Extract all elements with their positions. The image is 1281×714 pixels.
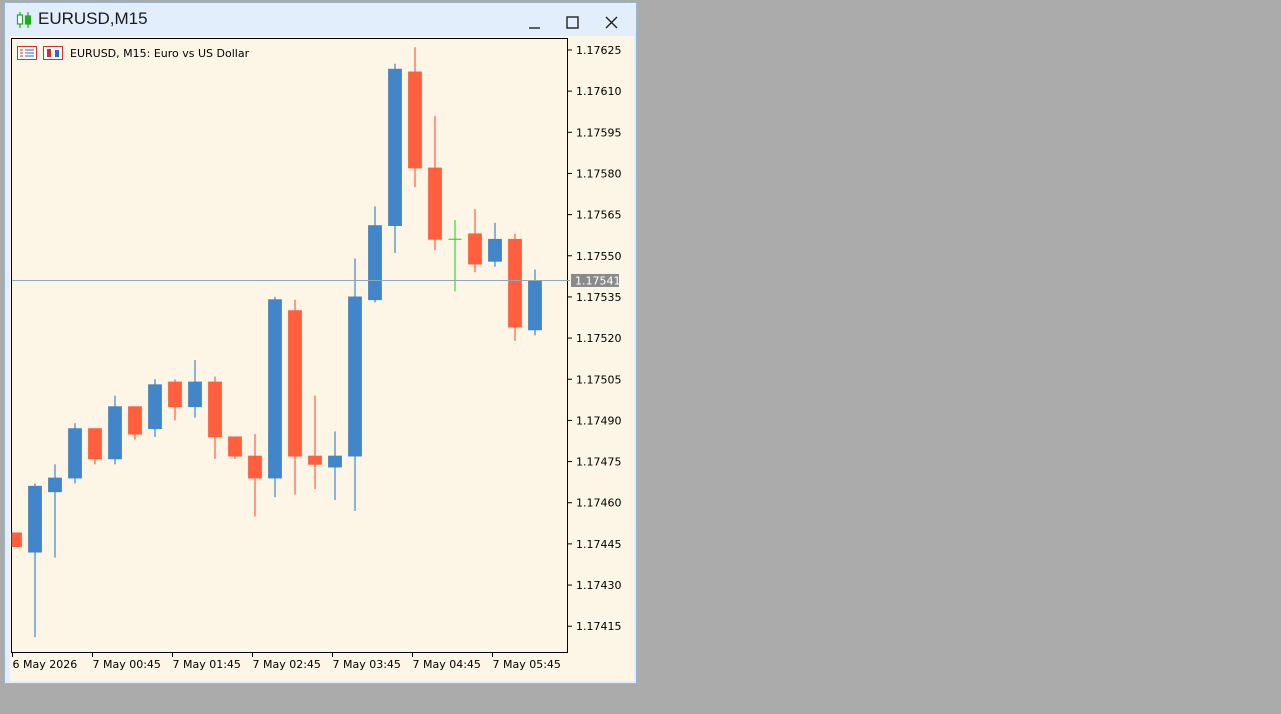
y-tick-label: 1.17535 xyxy=(576,291,622,304)
candle xyxy=(228,436,242,459)
candle xyxy=(48,464,62,558)
candlestick-icon xyxy=(16,12,32,28)
candle-body xyxy=(368,225,382,301)
candle-body xyxy=(268,299,282,479)
y-tick-label: 1.17445 xyxy=(576,538,622,551)
candle xyxy=(128,406,142,440)
y-tick-label: 1.17565 xyxy=(576,209,622,222)
candle xyxy=(348,258,362,511)
candle-body xyxy=(168,381,182,408)
candle-body xyxy=(328,455,342,468)
candle xyxy=(448,220,462,292)
candle-body xyxy=(388,68,402,226)
candle xyxy=(468,209,482,273)
x-tick-label: 7 May 01:45 xyxy=(173,658,241,671)
candle-body xyxy=(248,455,262,479)
y-tick-label: 1.17460 xyxy=(576,497,622,510)
current-price-badge xyxy=(571,273,619,287)
x-tick-label: 7 May 03:45 xyxy=(333,658,401,671)
candle-body xyxy=(188,381,202,408)
plot-frame xyxy=(11,38,568,653)
candle-body xyxy=(308,455,322,465)
candle-body xyxy=(148,384,162,430)
candle-body xyxy=(88,428,102,460)
x-tick-label: 6 May 2026 xyxy=(13,658,78,671)
x-tick-label: 7 May 04:45 xyxy=(413,658,481,671)
y-tick-label: 1.17595 xyxy=(576,126,622,139)
window-title: EURUSD,M15 xyxy=(38,9,148,28)
candle-body xyxy=(528,280,542,331)
indicator-list-icon[interactable] xyxy=(17,46,37,60)
y-tick-label: 1.17430 xyxy=(576,579,622,592)
candle-body xyxy=(28,485,42,553)
y-tick-label: 1.17580 xyxy=(576,167,622,180)
candle xyxy=(28,483,42,638)
candle-body xyxy=(208,381,222,438)
candle xyxy=(488,222,502,267)
candle-body xyxy=(488,238,502,262)
candle-body xyxy=(508,238,522,328)
chart-window: EURUSD,M15 xyxy=(4,2,637,684)
candle xyxy=(328,431,342,500)
candle xyxy=(268,296,282,498)
candle xyxy=(508,233,522,341)
candle-body xyxy=(468,233,482,265)
y-tick-label: 1.17415 xyxy=(576,620,622,633)
y-tick-label: 1.17520 xyxy=(576,332,622,345)
candle xyxy=(528,269,542,336)
candle xyxy=(368,206,382,303)
candle xyxy=(408,47,422,188)
chart-properties-icon[interactable] xyxy=(43,46,63,60)
candle-body xyxy=(11,532,22,548)
chart-area[interactable]: EURUSD, M15: Euro vs US Dollar 1.17625 1.… xyxy=(10,36,634,681)
y-tick-label: 1.17610 xyxy=(576,85,622,98)
title-bar[interactable]: EURUSD,M15 xyxy=(5,3,636,37)
candle-body xyxy=(128,406,142,435)
candle xyxy=(428,115,442,251)
y-tick-label: 1.17490 xyxy=(576,414,622,427)
candle-body xyxy=(348,296,362,457)
close-icon[interactable] xyxy=(598,10,626,34)
candle xyxy=(188,360,202,418)
candle xyxy=(68,423,82,484)
minimize-icon[interactable] xyxy=(521,10,549,34)
candle-body xyxy=(408,71,422,169)
y-tick-label: 1.17475 xyxy=(576,456,622,469)
y-tick-label: 1.17625 xyxy=(576,44,622,57)
maximize-icon[interactable] xyxy=(559,10,587,34)
x-tick-label: 7 May 02:45 xyxy=(253,658,321,671)
candle xyxy=(208,376,222,459)
candle-body xyxy=(68,428,82,479)
candle xyxy=(308,395,322,490)
chart-header-label: EURUSD, M15: Euro vs US Dollar xyxy=(70,47,250,60)
candle xyxy=(148,379,162,437)
price-chart[interactable]: EURUSD, M15: Euro vs US Dollar 1.17625 1.… xyxy=(10,36,634,681)
y-tick-label: 1.17505 xyxy=(576,373,622,386)
current-price-label: 1.17541 xyxy=(575,274,621,287)
candle-body xyxy=(108,406,122,460)
candle-body xyxy=(428,167,442,240)
candle xyxy=(248,434,262,517)
x-tick-label: 7 May 00:45 xyxy=(93,658,161,671)
candle xyxy=(388,63,402,254)
candle-body xyxy=(288,310,302,457)
candle xyxy=(11,532,22,548)
candle xyxy=(88,428,102,465)
candle-body xyxy=(48,477,62,493)
candle xyxy=(168,379,182,421)
candle xyxy=(288,299,302,495)
y-tick-label: 1.17550 xyxy=(576,250,622,263)
candle-body xyxy=(228,436,242,457)
candle xyxy=(108,395,122,465)
x-tick-label: 7 May 05:45 xyxy=(493,658,561,671)
